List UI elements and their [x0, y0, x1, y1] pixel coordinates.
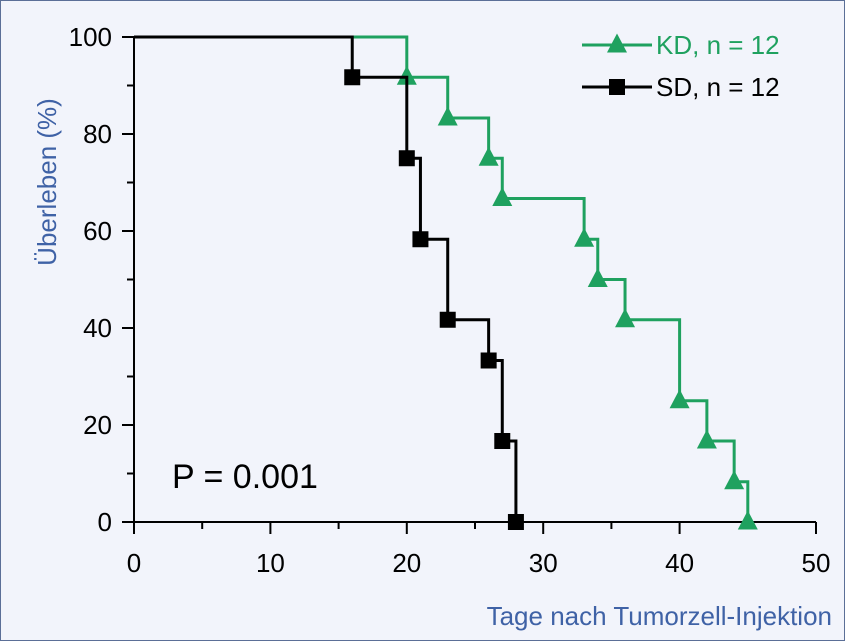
x-tick-label: 0: [127, 548, 141, 578]
p-value-annotation: P = 0.001: [172, 458, 318, 496]
y-axis-title: Überleben (%): [32, 98, 62, 266]
data-point: [480, 352, 497, 369]
data-point: [437, 106, 458, 126]
data-point: [396, 65, 417, 85]
data-point: [412, 231, 429, 248]
data-point: [492, 187, 513, 207]
y-tick-label: 80: [83, 119, 112, 149]
data-point: [615, 308, 636, 328]
legend: KD, n = 12 SD, n = 12: [582, 30, 780, 102]
legend-marker: [607, 33, 627, 53]
series-kd: [134, 35, 758, 530]
series-sd: [134, 35, 524, 530]
y-tick-label: 40: [83, 313, 112, 343]
data-point: [724, 470, 745, 490]
x-tick-label: 50: [802, 548, 831, 578]
axes: [133, 37, 816, 523]
data-point: [439, 311, 456, 328]
y-tick-label: 20: [83, 410, 112, 440]
survival-step-line: [134, 35, 518, 522]
survival-step-line: [134, 35, 750, 522]
data-point: [587, 268, 608, 287]
x-tick-label: 10: [256, 548, 285, 578]
y-ticks: 0 20 40 60 80 100: [69, 22, 134, 537]
x-tick-label: 40: [665, 548, 694, 578]
legend-label: SD, n = 12: [656, 72, 780, 102]
y-tick-label: 0: [98, 507, 112, 537]
y-tick-label: 60: [83, 216, 112, 246]
data-point: [696, 429, 717, 449]
series-layer: [134, 35, 758, 530]
data-point: [737, 510, 758, 530]
data-point: [478, 146, 499, 166]
legend-marker: [609, 79, 625, 95]
data-point: [494, 433, 511, 450]
data-point: [398, 150, 415, 167]
data-point: [344, 69, 361, 86]
data-point: [507, 514, 524, 530]
data-point: [669, 389, 690, 409]
x-tick-label: 30: [529, 548, 558, 578]
x-axis-title: Tage nach Tumorzell-Injektion: [487, 601, 832, 631]
data-point: [574, 227, 595, 247]
x-ticks: 0 10 20 30 40 50: [127, 522, 831, 578]
legend-label: KD, n = 12: [656, 30, 780, 60]
y-tick-label: 100: [69, 22, 112, 52]
x-tick-label: 20: [392, 548, 421, 578]
